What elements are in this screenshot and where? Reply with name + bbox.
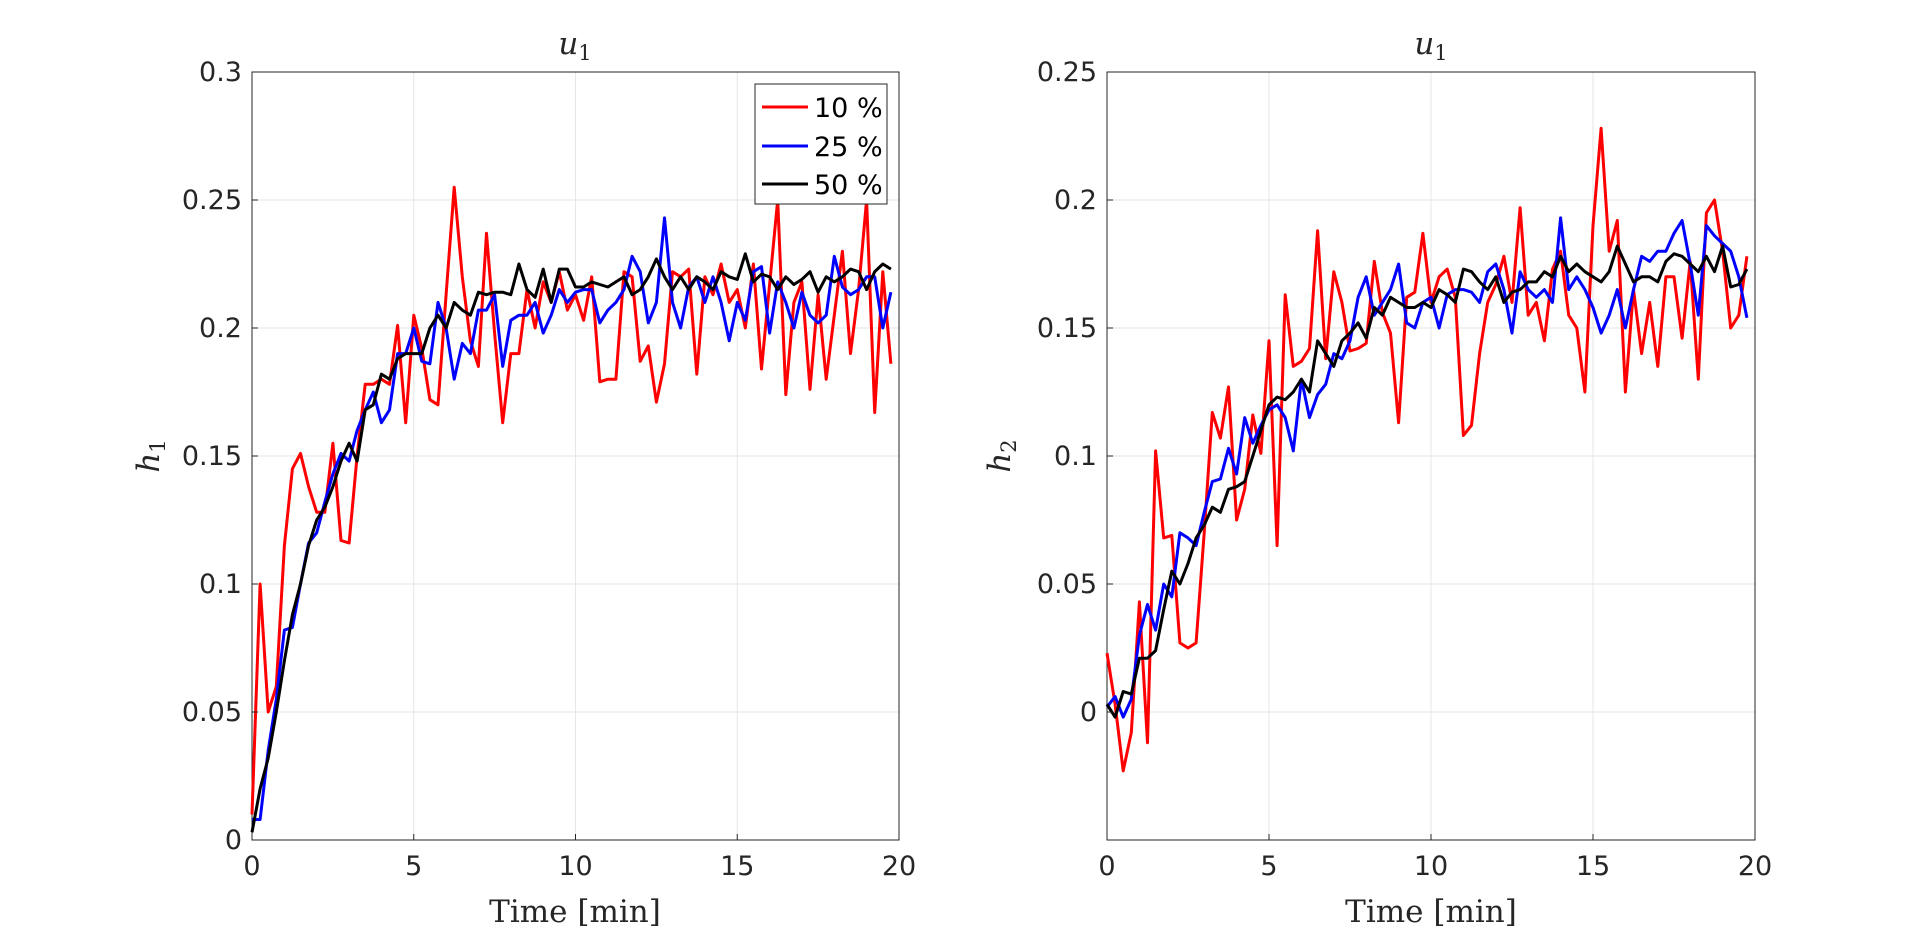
x-tick-label: 10 [558, 851, 592, 882]
x-tick-label: 5 [405, 851, 422, 882]
y-tick-label: 0 [225, 825, 242, 856]
chart-h1: 0 5 10 15 20 0 0.05 0.1 0.15 0.2 0.25 0.3 u1 Time … [131, 26, 916, 930]
legend-label-25: 25 % [814, 132, 883, 163]
series-line-1 [252, 216, 893, 821]
y-axis-label: h1 [131, 439, 170, 472]
y-tick-label: 0.25 [182, 185, 242, 216]
series-group [1105, 126, 1749, 773]
x-axis-label: Time [min] [1345, 894, 1517, 930]
series-line-0 [1105, 126, 1749, 773]
y-tick-labels: 0 0.05 0.1 0.15 0.2 0.25 0.3 [182, 57, 242, 856]
y-axis-label: h2 [982, 439, 1021, 472]
legend-label-10: 10 % [814, 93, 883, 124]
y-tick-labels: 0 0.05 0.1 0.15 0.2 0.25 [1037, 57, 1097, 728]
x-tick-label: 5 [1260, 851, 1277, 882]
chart-title: u1 [1414, 26, 1447, 65]
y-tick-label: 0.2 [199, 313, 242, 344]
y-tick-label: 0.05 [1037, 569, 1097, 600]
x-tick-label: 20 [882, 851, 916, 882]
series-group [250, 185, 893, 833]
x-tick-label: 15 [720, 851, 754, 882]
x-tick-label: 20 [1738, 851, 1772, 882]
x-tick-label: 0 [1098, 851, 1115, 882]
y-tick-label: 0.15 [1037, 313, 1097, 344]
legend: 10 % 25 % 50 % [754, 83, 888, 205]
x-tick-label: 10 [1414, 851, 1448, 882]
x-tick-labels: 0 5 10 15 20 [243, 851, 916, 882]
series-line-2 [250, 252, 892, 833]
grid-lines [1106, 71, 1756, 840]
series-line-2 [1105, 244, 1749, 719]
y-tick-label: 0.25 [1037, 57, 1097, 88]
y-tick-label: 0.05 [182, 697, 242, 728]
y-tick-label: 0 [1080, 697, 1097, 728]
x-tick-labels: 0 5 10 15 20 [1098, 851, 1772, 882]
x-axis-label: Time [min] [489, 894, 661, 930]
x-tick-label: 0 [243, 851, 260, 882]
y-tick-label: 0.3 [199, 57, 242, 88]
series-line-1 [1105, 216, 1749, 719]
y-tick-label: 0.2 [1054, 185, 1097, 216]
y-tick-label: 0.15 [182, 441, 242, 472]
x-tick-label: 15 [1576, 851, 1610, 882]
chart-h2: 0 5 10 15 20 0 0.05 0.1 0.15 0.2 0.25 u1 Time [mi… [982, 26, 1772, 930]
legend-label-50: 50 % [814, 170, 883, 201]
y-tick-label: 0.1 [1054, 441, 1097, 472]
y-tick-label: 0.1 [199, 569, 242, 600]
chart-title: u1 [558, 26, 591, 65]
